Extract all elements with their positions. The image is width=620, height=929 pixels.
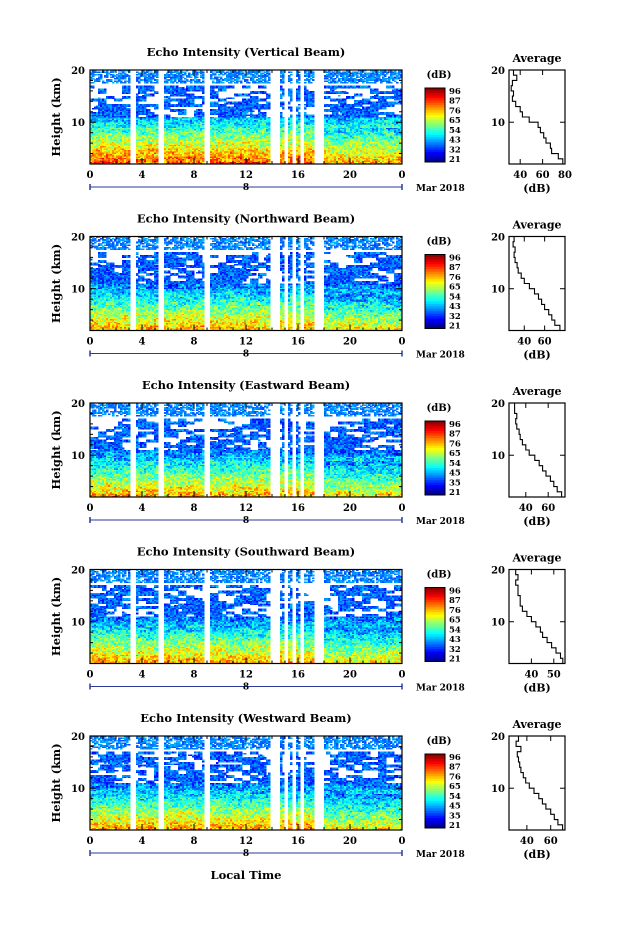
- heatmap-cell: [290, 88, 292, 90]
- heatmap-cell: [268, 82, 270, 84]
- heatmap-cell: [290, 114, 292, 116]
- heatmap-cell: [298, 112, 300, 114]
- heatmap-cell: [128, 96, 130, 98]
- heatmap-cell: [200, 109, 202, 111]
- heatmap-cell: [290, 107, 292, 109]
- heatmap-cell: [156, 104, 158, 106]
- heatmap-cell: [264, 91, 266, 93]
- heatmap-cell: [282, 107, 284, 109]
- heatmap-cell: [290, 71, 292, 73]
- heatmap-cell: [104, 88, 106, 90]
- heatmap-cell: [100, 74, 102, 76]
- heatmap-cell: [282, 88, 284, 90]
- heatmap-cell: [128, 86, 130, 88]
- heatmap-cell: [298, 86, 300, 88]
- panel-1: Echo Intensity (Vertical Beam) Height (km…: [49, 45, 572, 195]
- heatmap-cell: [290, 78, 292, 80]
- heatmap-cell: [290, 82, 292, 84]
- heatmap-cell: [248, 86, 250, 88]
- heatmap-cell: [232, 86, 234, 88]
- heatmap-cell: [240, 80, 242, 82]
- y-axis-label: Height (km): [49, 77, 63, 156]
- heatmap-cell: [268, 101, 270, 103]
- heatmap-cell: [192, 94, 194, 96]
- heatmap-cell: [196, 77, 198, 79]
- heatmap-cell: [298, 82, 300, 84]
- heatmap-cell: [112, 96, 114, 98]
- heatmap-cell: [268, 94, 270, 96]
- heatmap-cell: [298, 107, 300, 109]
- heatmap-cell: [156, 79, 158, 81]
- heatmap-cell: [268, 117, 270, 119]
- panel-title: Echo Intensity (Vertical Beam): [147, 45, 346, 59]
- heatmap-cell: [92, 86, 94, 88]
- heatmap-cell: [156, 114, 158, 116]
- heatmap-cell: [280, 112, 282, 114]
- heatmap-cell: [238, 77, 240, 79]
- heatmap-cell: [198, 79, 200, 81]
- heatmap-cell: [282, 101, 284, 103]
- heatmap-cell: [190, 77, 192, 79]
- heatmap-cell: [268, 73, 270, 75]
- heatmap-cell: [202, 80, 204, 82]
- heatmap-cell: [128, 108, 130, 110]
- heatmap-cell: [184, 109, 186, 111]
- heatmap-cell: [256, 96, 258, 98]
- heatmap-cell: [290, 74, 292, 76]
- heatmap-cell: [110, 79, 112, 81]
- heatmap-cell: [280, 86, 282, 88]
- heatmap-cell: [268, 77, 270, 79]
- heatmap-cell: [202, 112, 204, 114]
- heatmap-cell: [220, 77, 222, 79]
- heatmap-cell: [128, 75, 130, 77]
- heatmap-cell: [148, 109, 150, 111]
- heatmap-cell: [128, 104, 130, 106]
- heatmap-cell: [202, 71, 204, 73]
- heatmap-cell: [168, 114, 170, 116]
- heatmap-cell: [298, 104, 300, 106]
- heatmap-cell: [222, 82, 224, 84]
- heatmap: [90, 70, 402, 164]
- heatmap-cell: [264, 112, 266, 114]
- heatmap-cell: [152, 112, 154, 114]
- heatmap-cell: [152, 86, 154, 88]
- heatmap-cell: [202, 96, 204, 98]
- heatmap-cell: [202, 86, 204, 88]
- heatmap-cell: [248, 82, 250, 84]
- heatmap-cell: [232, 97, 234, 99]
- heatmap-cell: [156, 91, 158, 93]
- heatmap-cell: [252, 110, 254, 112]
- heatmap-cell: [264, 86, 266, 88]
- heatmap-cell: [282, 117, 284, 119]
- heatmap-cell: [246, 79, 248, 81]
